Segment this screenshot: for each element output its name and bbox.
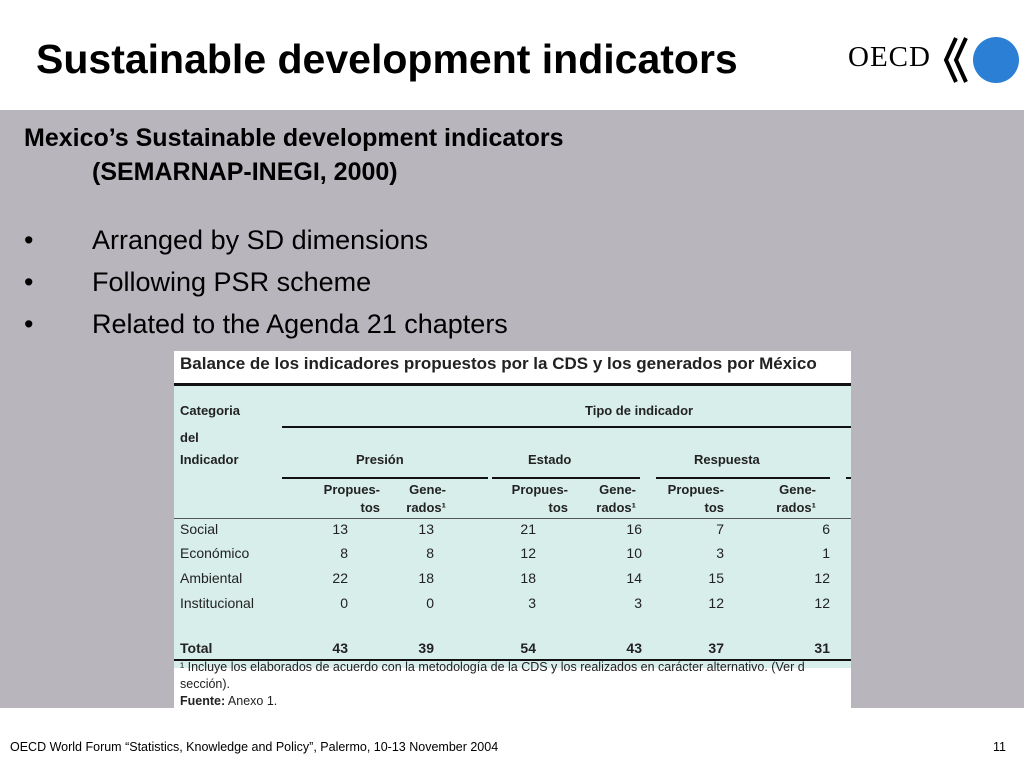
footnote-line-1: ¹ Incluye los elaborados de acuerdo con … — [180, 660, 805, 674]
slide-title: Sustainable development indicators — [36, 36, 738, 82]
table-cell: 12 — [708, 595, 724, 611]
table-cell: 18 — [520, 570, 536, 586]
subtitle-line-1: Mexico’s Sustainable development indicat… — [24, 124, 564, 152]
total-cell: 54 — [520, 640, 536, 656]
slide-subtitle: Mexico’s Sustainable development indicat… — [24, 121, 564, 189]
header-bottom-rule — [174, 518, 851, 519]
subheader-generados: Gene-rados¹ — [596, 482, 636, 515]
total-cell: 43 — [626, 640, 642, 656]
total-label: Total — [180, 640, 213, 656]
table-cell: 15 — [708, 570, 724, 586]
subheader-propuestos: Propues-tos — [667, 482, 724, 515]
group-header-respuesta: Respuesta — [694, 452, 760, 467]
table-cell: 18 — [418, 570, 434, 586]
category-header-1: Categoria — [180, 403, 240, 418]
total-cell: 31 — [814, 640, 830, 656]
table-cell: 12 — [520, 545, 536, 561]
bullet-item: • Related to the Agenda 21 chapters — [24, 304, 508, 346]
indicator-table: Balance de los indicadores propuestos po… — [174, 351, 851, 708]
source-label: Fuente: — [180, 694, 226, 708]
subtitle-line-2: (SEMARNAP-INEGI, 2000) — [92, 158, 398, 186]
table-cell: 6 — [822, 521, 830, 537]
oecd-logo-text: OECD — [848, 41, 931, 73]
type-header: Tipo de indicador — [585, 403, 694, 418]
group-rule-estado — [492, 477, 640, 479]
group-header-estado: Estado — [528, 452, 572, 467]
table-cell: 3 — [528, 595, 536, 611]
table-cell: 21 — [520, 521, 536, 537]
bullet-text: Arranged by SD dimensions — [92, 225, 429, 255]
table-cell: 8 — [340, 545, 348, 561]
category-header-3: Indicador — [180, 452, 239, 467]
subheader-generados: Gene-rados¹ — [776, 482, 816, 515]
slide-footer: OECD World Forum “Statistics, Knowledge … — [10, 740, 499, 754]
row-label: Económico — [180, 545, 250, 561]
table-cell: 14 — [626, 570, 642, 586]
table-cell: 0 — [426, 595, 434, 611]
table-cell: 12 — [814, 570, 830, 586]
bullet-dot: • — [24, 267, 34, 297]
oecd-logo: OECD — [848, 34, 1024, 90]
footnote-line-2: sección). — [180, 677, 231, 691]
type-rule — [282, 426, 851, 428]
table-cell: 7 — [716, 521, 724, 537]
row-label: Social — [180, 521, 219, 537]
total-cell: 37 — [708, 640, 724, 656]
table-cell: 3 — [716, 545, 724, 561]
group-rule-presion — [282, 477, 488, 479]
bullet-text: Related to the Agenda 21 chapters — [92, 309, 508, 339]
subheader-propuestos: Propues-tos — [511, 482, 568, 515]
table-cell: 13 — [332, 521, 348, 537]
table-cell: 8 — [426, 545, 434, 561]
table-cell: 12 — [814, 595, 830, 611]
page-number: 11 — [993, 740, 1006, 754]
subheader-propuestos: Propues-tos — [323, 482, 380, 515]
source-text: Anexo 1. — [225, 694, 278, 708]
table-cell: 16 — [626, 521, 642, 537]
category-header-2: del — [180, 430, 199, 445]
table-bottom-rule — [174, 659, 851, 661]
table-body: Categoria del Indicador Tipo de indicado… — [174, 383, 851, 668]
row-label: Ambiental — [180, 570, 243, 586]
group-rule-extra — [846, 477, 851, 479]
bullet-dot: • — [24, 309, 34, 339]
table-cell: 13 — [418, 521, 434, 537]
subheader-generados: Gene-rados¹ — [406, 482, 446, 515]
table-top-rule — [174, 383, 851, 386]
group-rule-respuesta — [656, 477, 830, 479]
table-cell: 0 — [340, 595, 348, 611]
table-title: Balance de los indicadores propuestos po… — [180, 354, 817, 373]
table-footnote: ¹ Incluye los elaborados de acuerdo con … — [180, 659, 851, 708]
bullet-item: • Following PSR scheme — [24, 262, 508, 304]
table-cell: 10 — [626, 545, 642, 561]
bullet-dot: • — [24, 225, 34, 255]
row-label: Institucional — [180, 595, 254, 611]
total-cell: 39 — [418, 640, 434, 656]
bullet-text: Following PSR scheme — [92, 267, 372, 297]
table-cell: 3 — [634, 595, 642, 611]
bullet-list: • Arranged by SD dimensions • Following PS… — [24, 220, 508, 346]
table-cell: 1 — [822, 545, 830, 561]
table-cell: 22 — [332, 570, 348, 586]
bullet-item: • Arranged by SD dimensions — [24, 220, 508, 262]
oecd-logo-mark-icon — [943, 37, 1019, 83]
total-cell: 43 — [332, 640, 348, 656]
group-header-presion: Presión — [356, 452, 404, 467]
